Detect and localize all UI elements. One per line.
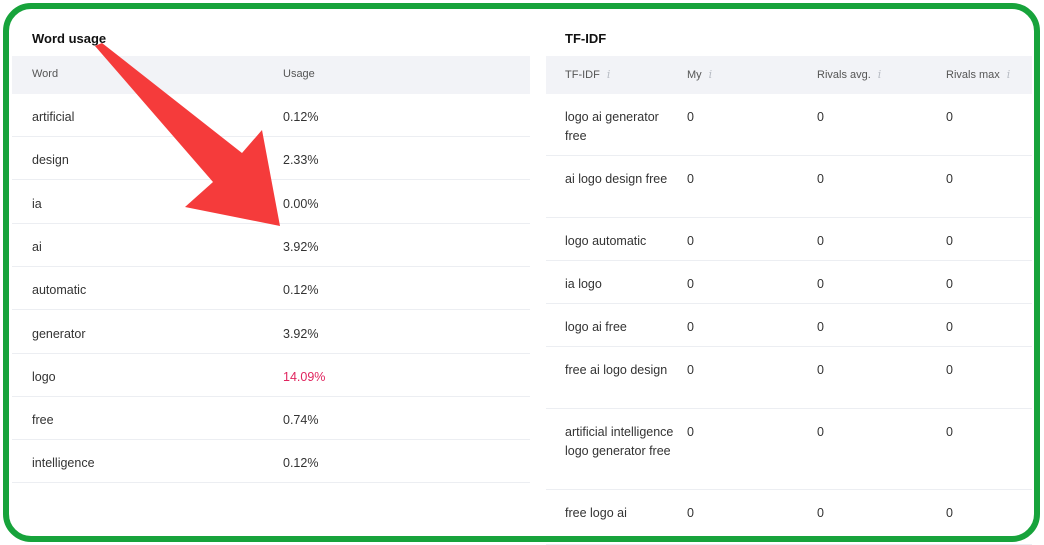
keyword-cell: free logo ai: [565, 506, 627, 520]
my-cell: 0: [687, 363, 694, 377]
rivals-avg-cell: 0: [817, 277, 824, 291]
usage-cell: 0.74%: [283, 413, 319, 428]
rivals-avg-cell: 0: [817, 425, 824, 439]
keyword-cell: logo ai generator free: [565, 110, 659, 143]
table-row: free 0.74%: [12, 397, 530, 441]
info-icon[interactable]: i: [1006, 68, 1011, 81]
col-word: Word: [32, 68, 59, 80]
my-cell: 0: [687, 172, 694, 186]
word-cell: free: [32, 413, 54, 428]
info-icon[interactable]: i: [708, 68, 713, 81]
rivals-max-cell: 0: [946, 277, 953, 291]
word-usage-title: Word usage: [32, 31, 107, 46]
rivals-avg-cell: 0: [817, 363, 824, 377]
rivals-avg-cell: 0: [817, 320, 824, 334]
usage-cell: 3.92%: [283, 239, 319, 254]
table-row: ai 3.92%: [12, 224, 530, 267]
info-icon[interactable]: i: [877, 68, 882, 81]
word-cell: intelligence: [32, 456, 95, 471]
word-cell: design: [32, 153, 69, 168]
table-row: logo automatic 0 0 0: [546, 218, 1032, 261]
table-row: logo ai free 0 0 0: [546, 304, 1032, 347]
info-icon[interactable]: i: [606, 68, 611, 81]
table-row: logo ai generator free 0 0 0: [546, 94, 1032, 156]
word-cell: artificial: [32, 110, 75, 124]
rivals-max-cell: 0: [946, 506, 953, 520]
my-cell: 0: [687, 234, 694, 248]
usage-cell: 3.92%: [283, 326, 319, 341]
rivals-avg-cell: 0: [817, 506, 824, 520]
word-cell: automatic: [32, 283, 87, 298]
word-cell: logo: [32, 369, 56, 384]
word-cell: generator: [32, 326, 86, 341]
table-row: logo 14.09%: [12, 354, 530, 397]
tfidf-title: TF-IDF: [565, 31, 607, 46]
rivals-avg-cell: 0: [817, 110, 824, 124]
usage-cell: 14.09%: [283, 369, 326, 384]
table-row: generator 3.92%: [12, 311, 530, 354]
col-usage: Usage: [283, 68, 315, 80]
word-cell: ia: [32, 196, 42, 211]
keyword-cell: logo automatic: [565, 234, 647, 248]
table-row: artificial 0.12%: [12, 94, 530, 137]
rivals-avg-cell: 0: [817, 234, 824, 248]
col-rivals-avg: Rivals avg. i: [817, 68, 882, 81]
rivals-max-cell: 0: [946, 425, 953, 439]
usage-cell: 0.00%: [283, 196, 319, 211]
table-row: ia logo 0 0 0: [546, 261, 1032, 304]
rivals-avg-cell: 0: [817, 172, 824, 186]
my-cell: 0: [687, 425, 694, 439]
usage-cell: 0.12%: [283, 110, 319, 124]
col-my: My i: [687, 68, 713, 81]
my-cell: 0: [687, 320, 694, 334]
my-cell: 0: [687, 110, 694, 124]
tfidf-header: TF-IDF i My i Rivals avg. i Rivals max i: [546, 56, 1032, 94]
rivals-max-cell: 0: [946, 363, 953, 377]
word-cell: ai: [32, 239, 42, 254]
word-usage-header: Word Usage: [12, 56, 530, 94]
usage-cell: 2.33%: [283, 153, 319, 168]
table-row: automatic 0.12%: [12, 267, 530, 311]
keyword-cell: ai logo design free: [565, 172, 668, 186]
keyword-cell: logo ai free: [565, 320, 627, 334]
rivals-max-cell: 0: [946, 172, 953, 186]
keyword-cell: ia logo: [565, 277, 602, 291]
keyword-cell: free ai logo design: [565, 363, 668, 377]
rivals-max-cell: 0: [946, 110, 953, 124]
table-row: ai logo design free 0 0 0: [546, 156, 1032, 218]
usage-cell: 0.12%: [283, 456, 319, 471]
rivals-max-cell: 0: [946, 234, 953, 248]
table-row: artificial intelligence logo generator f…: [546, 409, 1032, 490]
usage-cell: 0.12%: [283, 283, 319, 298]
highlight-frame: [3, 3, 1040, 542]
table-row: free ai logo design 0 0 0: [546, 347, 1032, 409]
col-rivals-max: Rivals max i: [946, 68, 1011, 81]
table-row: intelligence 0.12%: [12, 440, 530, 484]
my-cell: 0: [687, 277, 694, 291]
keyword-cell: artificial intelligence logo generator f…: [565, 425, 674, 458]
my-cell: 0: [687, 506, 694, 520]
rivals-max-cell: 0: [946, 320, 953, 334]
col-tfidf: TF-IDF i: [565, 68, 611, 81]
